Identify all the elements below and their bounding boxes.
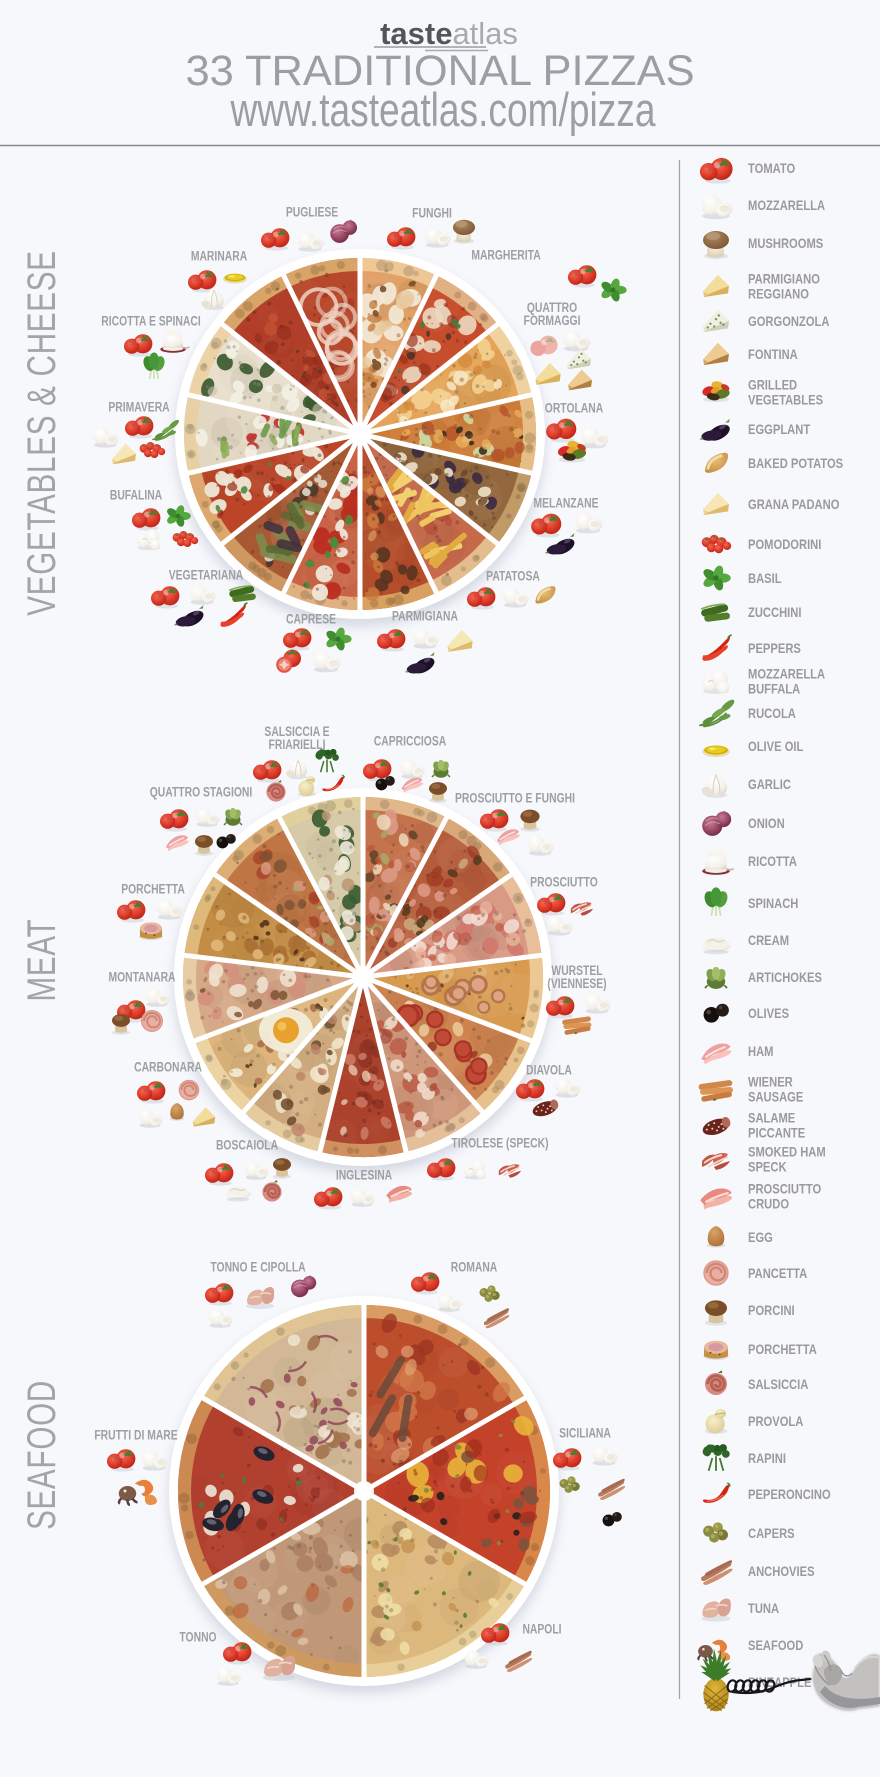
svg-text:www.tasteatlas.com/pizza: www.tasteatlas.com/pizza — [230, 84, 656, 136]
svg-text:ANCHOVIES: ANCHOVIES — [748, 1564, 815, 1579]
svg-text:VEGETABLES: VEGETABLES — [748, 392, 823, 407]
svg-text:FUNGHI: FUNGHI — [412, 205, 452, 221]
svg-text:VEGETARIANA: VEGETARIANA — [169, 567, 244, 583]
svg-text:GRILLED: GRILLED — [748, 377, 797, 392]
svg-text:OLIVE OIL: OLIVE OIL — [748, 739, 804, 754]
svg-text:POMODORINI: POMODORINI — [748, 537, 821, 552]
svg-text:FONTINA: FONTINA — [748, 347, 798, 362]
svg-text:INGLESINA: INGLESINA — [336, 1167, 392, 1183]
svg-text:SEAFOOD: SEAFOOD — [748, 1638, 803, 1653]
svg-text:SPINACH: SPINACH — [748, 896, 798, 911]
svg-text:MEAT: MEAT — [20, 919, 64, 1002]
svg-text:SAUSAGE: SAUSAGE — [748, 1089, 803, 1104]
svg-text:GARLIC: GARLIC — [748, 777, 791, 792]
svg-text:TONNO: TONNO — [179, 1629, 217, 1645]
svg-text:HAM: HAM — [748, 1044, 773, 1059]
svg-text:(VIENNESE): (VIENNESE) — [547, 975, 606, 991]
svg-text:PEPPERS: PEPPERS — [748, 641, 801, 656]
svg-text:SMOKED HAM: SMOKED HAM — [748, 1144, 826, 1159]
svg-text:BUFALINA: BUFALINA — [110, 487, 162, 503]
svg-text:TIROLESE (SPECK): TIROLESE (SPECK) — [451, 1135, 548, 1151]
svg-text:MELANZANE: MELANZANE — [534, 495, 599, 511]
svg-text:DIAVOLA: DIAVOLA — [526, 1062, 572, 1078]
svg-text:PICCANTE: PICCANTE — [748, 1125, 805, 1140]
svg-text:BAKED POTATOS: BAKED POTATOS — [748, 456, 843, 471]
svg-text:NAPOLI: NAPOLI — [522, 1621, 561, 1637]
svg-text:CAPRICCIOSA: CAPRICCIOSA — [374, 733, 447, 749]
svg-text:SEAFOOD: SEAFOOD — [20, 1380, 64, 1530]
svg-text:CREAM: CREAM — [748, 933, 789, 948]
svg-text:ARTICHOKES: ARTICHOKES — [748, 970, 822, 985]
svg-text:SALAME: SALAME — [748, 1110, 795, 1125]
svg-text:PARMIGIANA: PARMIGIANA — [392, 608, 458, 624]
svg-text:PROSCIUTTO: PROSCIUTTO — [748, 1181, 821, 1196]
svg-text:CAPRESE: CAPRESE — [286, 611, 336, 627]
svg-text:FORMAGGI: FORMAGGI — [524, 312, 581, 328]
svg-text:QUATTRO STAGIONI: QUATTRO STAGIONI — [150, 784, 252, 800]
svg-text:MOZZARELLA: MOZZARELLA — [748, 198, 825, 213]
svg-text:REGGIANO: REGGIANO — [748, 286, 809, 301]
svg-text:QUATTRO: QUATTRO — [527, 299, 578, 315]
svg-text:VEGETABLES & CHEESE: VEGETABLES & CHEESE — [20, 250, 64, 615]
svg-text:SALSICCIA E: SALSICCIA E — [264, 723, 329, 739]
svg-text:PINEAPPLE: PINEAPPLE — [748, 1675, 811, 1690]
svg-text:WURSTEL: WURSTEL — [551, 962, 603, 978]
svg-text:ONION: ONION — [748, 816, 785, 831]
svg-text:TOMATO: TOMATO — [748, 161, 796, 176]
svg-text:MUSHROOMS: MUSHROOMS — [748, 236, 823, 251]
svg-text:SICILIANA: SICILIANA — [559, 1425, 611, 1441]
svg-text:GORGONZOLA: GORGONZOLA — [748, 314, 829, 329]
svg-text:CAPERS: CAPERS — [748, 1526, 795, 1541]
svg-text:GRANA PADANO: GRANA PADANO — [748, 497, 840, 512]
svg-text:OLIVES: OLIVES — [748, 1006, 789, 1021]
svg-text:EGGPLANT: EGGPLANT — [748, 422, 811, 437]
svg-text:SPECK: SPECK — [748, 1159, 787, 1174]
svg-text:PROSCIUTTO E FUNGHI: PROSCIUTTO E FUNGHI — [455, 790, 575, 806]
svg-text:CRUDO: CRUDO — [748, 1196, 789, 1211]
svg-text:FRUTTI DI MARE: FRUTTI DI MARE — [94, 1427, 177, 1443]
svg-text:33 TRADITIONAL PIZZAS: 33 TRADITIONAL PIZZAS — [185, 47, 694, 95]
svg-text:PUGLIESE: PUGLIESE — [286, 204, 338, 220]
svg-text:BOSCAIOLA: BOSCAIOLA — [216, 1137, 278, 1153]
svg-text:BUFFALA: BUFFALA — [748, 681, 800, 696]
svg-text:PORCHETTA: PORCHETTA — [748, 1342, 817, 1357]
svg-text:PARMIGIANO: PARMIGIANO — [748, 271, 820, 286]
svg-text:TUNA: TUNA — [748, 1601, 779, 1616]
svg-text:CARBONARA: CARBONARA — [134, 1059, 202, 1075]
svg-text:ROMANA: ROMANA — [451, 1259, 498, 1275]
svg-text:ZUCCHINI: ZUCCHINI — [748, 605, 801, 620]
svg-text:WIENER: WIENER — [748, 1074, 793, 1089]
svg-text:PANCETTA: PANCETTA — [748, 1266, 807, 1281]
svg-text:RAPINI: RAPINI — [748, 1451, 786, 1466]
svg-text:EGG: EGG — [748, 1230, 773, 1245]
svg-text:PRIMAVERA: PRIMAVERA — [108, 399, 169, 415]
svg-text:RICOTTA E SPINACI: RICOTTA E SPINACI — [101, 313, 200, 329]
svg-text:PEPERONCINO: PEPERONCINO — [748, 1487, 831, 1502]
svg-text:MARGHERITA: MARGHERITA — [471, 247, 540, 263]
svg-text:TONNO E CIPOLLA: TONNO E CIPOLLA — [210, 1259, 305, 1275]
svg-text:RICOTTA: RICOTTA — [748, 854, 797, 869]
svg-text:PROSCIUTTO: PROSCIUTTO — [530, 874, 598, 890]
svg-text:PORCINI: PORCINI — [748, 1303, 795, 1318]
svg-text:MOZZARELLA: MOZZARELLA — [748, 666, 825, 681]
svg-text:PROVOLA: PROVOLA — [748, 1414, 803, 1429]
svg-text:PORCHETTA: PORCHETTA — [121, 881, 185, 897]
svg-text:MONTANARA: MONTANARA — [108, 969, 175, 985]
svg-text:RUCOLA: RUCOLA — [748, 706, 796, 721]
svg-text:PATATOSA: PATATOSA — [486, 568, 540, 584]
svg-text:tasteatlas: tasteatlas — [380, 16, 518, 51]
svg-text:MARINARA: MARINARA — [191, 248, 247, 264]
svg-text:ORTOLANA: ORTOLANA — [545, 400, 604, 416]
svg-text:SALSICCIA: SALSICCIA — [748, 1377, 808, 1392]
svg-text:BASIL: BASIL — [748, 571, 782, 586]
svg-text:FRIARIELLI: FRIARIELLI — [269, 736, 326, 752]
